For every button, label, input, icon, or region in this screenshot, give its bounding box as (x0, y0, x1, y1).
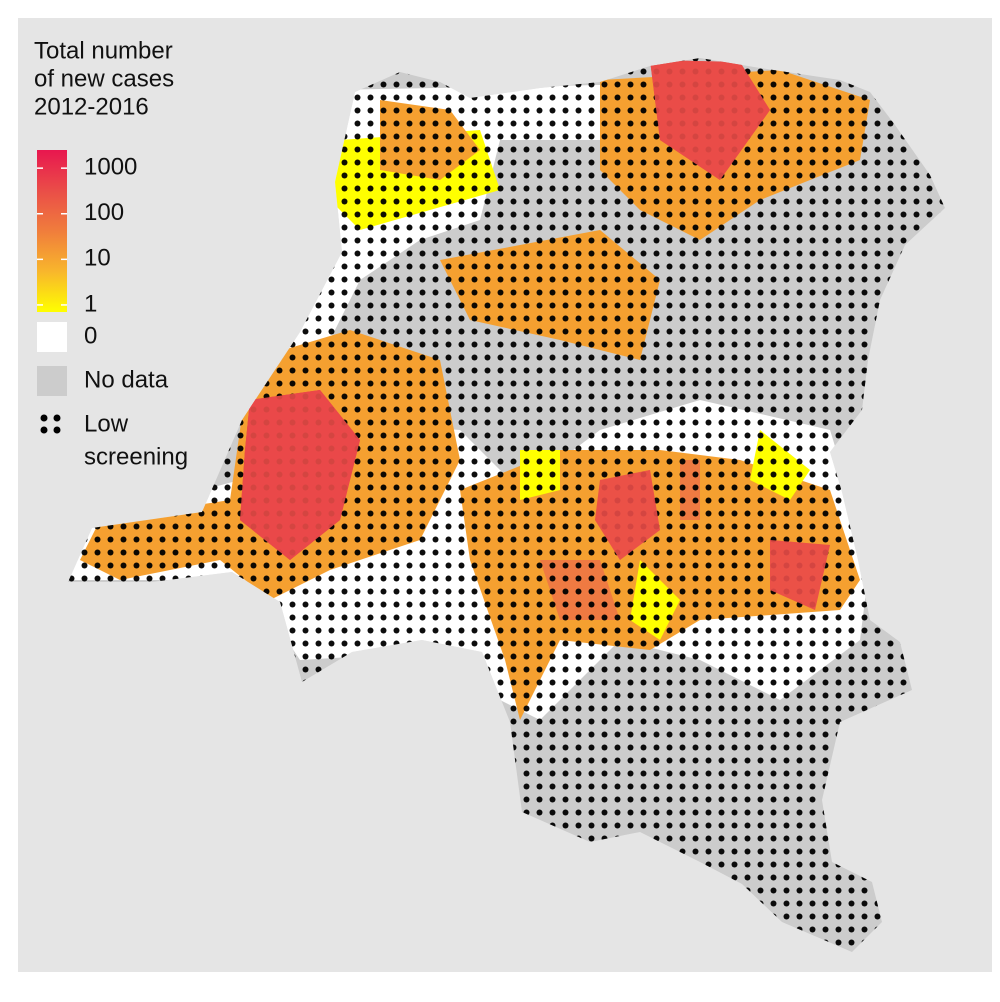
legend-label: screening (84, 443, 188, 470)
legend-label: Low (84, 410, 129, 437)
colorbar (37, 150, 67, 312)
legend-title: of new cases (34, 65, 174, 92)
legend-title: 2012-2016 (34, 93, 149, 120)
legend-label: No data (84, 366, 169, 393)
legend-swatch (37, 366, 67, 396)
colorbar-tick-label: 1000 (84, 153, 137, 180)
colorbar-tick-label: 100 (84, 199, 124, 226)
legend-label: 0 (84, 322, 97, 349)
legend-swatch (37, 322, 67, 352)
legend-swatch-dot (40, 426, 48, 434)
legend-swatch-dot (53, 414, 61, 422)
high-incidence-area (240, 60, 830, 610)
legend-swatch-dot (53, 426, 61, 434)
legend: Total number of new cases 2012-2016 1 10 1… (34, 37, 188, 470)
colorbar-tick-label: 1 (84, 290, 97, 317)
legend-swatch-dot (40, 414, 48, 422)
colorbar-tick-label: 10 (84, 245, 111, 272)
legend-title: Total number (34, 37, 173, 64)
